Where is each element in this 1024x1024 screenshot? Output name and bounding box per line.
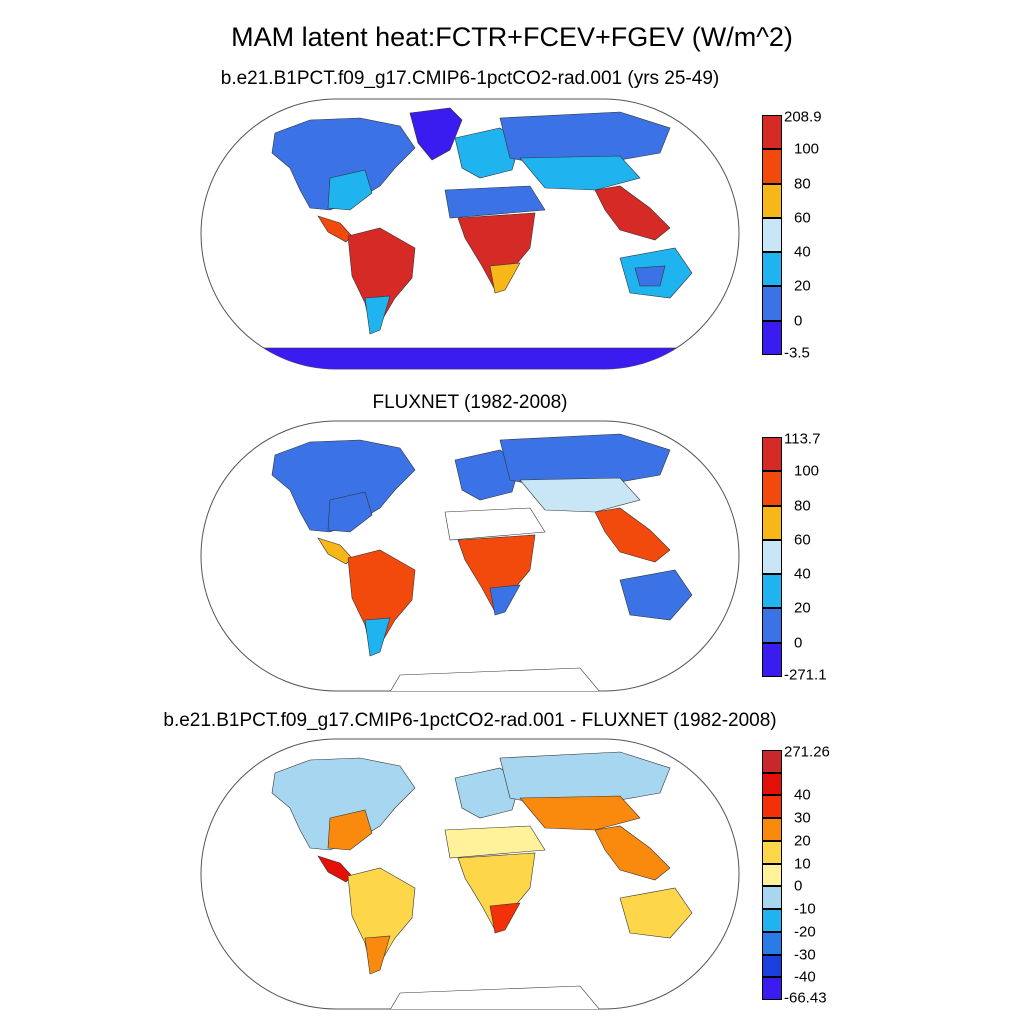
colorbar-swatch xyxy=(762,642,782,677)
colorbar-label: -20 xyxy=(794,923,816,941)
colorbar-label: 20 xyxy=(794,277,811,295)
sahara-region xyxy=(444,507,546,541)
south-america-south xyxy=(364,617,391,657)
colorbar-label: 113.7 xyxy=(784,430,821,448)
colorbar-swatch xyxy=(762,574,782,609)
figure-title: MAM latent heat:FCTR+FCEV+FGEV (W/m^2) xyxy=(231,22,793,52)
africa-south-region xyxy=(489,902,521,934)
colorbar-swatch xyxy=(762,505,782,540)
australia-region xyxy=(619,569,693,621)
colorbar-label: -3.5 xyxy=(784,344,810,362)
north-america-east xyxy=(327,491,373,533)
colorbar-swatch xyxy=(762,286,782,321)
asia-north-region xyxy=(499,433,671,491)
colorbar-label: -40 xyxy=(794,968,816,986)
sahara-region xyxy=(444,825,546,859)
colorbar-swatch xyxy=(762,115,782,150)
colorbar-label: 60 xyxy=(794,209,811,227)
colorbar-swatch xyxy=(762,437,782,472)
antarctica-outline xyxy=(389,985,601,1009)
colorbar-label: 40 xyxy=(794,243,811,261)
asia-mid-region xyxy=(519,155,641,191)
colorbar-swatch xyxy=(762,886,782,910)
colorbar-swatch xyxy=(762,608,782,643)
panel-2-map xyxy=(200,420,740,692)
panel-3-map xyxy=(200,738,740,1010)
colorbar-swatch xyxy=(762,818,782,841)
colorbar-swatch xyxy=(762,320,782,355)
panel-3-subtitle: b.e21.B1PCT.f09_g17.CMIP6-1pctCO2-rad.00… xyxy=(163,710,777,731)
colorbar-label: 40 xyxy=(794,786,811,804)
colorbar-swatch xyxy=(762,772,782,796)
colorbar-swatch xyxy=(762,471,782,506)
panel-1-subtitle: b.e21.B1PCT.f09_g17.CMIP6-1pctCO2-rad.00… xyxy=(220,68,720,89)
colorbar-swatch xyxy=(762,840,782,864)
colorbar-label: 0 xyxy=(794,877,803,895)
colorbar-swatch xyxy=(762,252,782,287)
colorbar-label: -10 xyxy=(794,900,816,918)
colorbar-swatch xyxy=(762,750,782,773)
colorbar-label: 80 xyxy=(794,175,811,193)
asia-mid-region xyxy=(519,795,641,831)
colorbar-swatch xyxy=(762,954,782,978)
south-america-region xyxy=(347,549,416,656)
colorbar-label: -271.1 xyxy=(784,666,827,684)
asia-north-region xyxy=(499,111,671,169)
colorbar-label: -30 xyxy=(794,946,816,964)
colorbar-label: 271.26 xyxy=(784,743,830,761)
europe-region xyxy=(454,767,521,819)
north-america-east xyxy=(327,169,373,211)
south-america-south xyxy=(364,295,391,335)
colorbar-swatch xyxy=(762,931,782,955)
colorbar-swatch xyxy=(762,217,782,253)
colorbar-swatch xyxy=(762,977,782,1000)
north-america-east xyxy=(327,809,373,851)
colorbar-label: 208.9 xyxy=(784,108,822,126)
asia-mid-region xyxy=(519,477,641,513)
colorbar-label: 0 xyxy=(794,634,803,652)
colorbar-swatch xyxy=(762,909,782,932)
europe-region xyxy=(454,449,521,501)
australia-interior xyxy=(634,265,666,287)
antarctica-outline xyxy=(389,667,601,691)
colorbar-label: 0 xyxy=(794,312,803,330)
sahara-region xyxy=(444,185,546,219)
southeast-asia-region xyxy=(594,825,671,881)
colorbar-label: 20 xyxy=(794,599,811,617)
panel-2-subtitle: FLUXNET (1982-2008) xyxy=(372,392,568,413)
colorbar-label: 60 xyxy=(794,531,811,549)
europe-region xyxy=(454,127,521,179)
australia-region xyxy=(619,887,693,939)
panel-2-colorbar: -271.1 0 20 40 60 80 100 113.7 xyxy=(762,431,827,684)
africa-south-region xyxy=(489,584,521,616)
panel-1-map xyxy=(200,98,740,370)
panel-1-colorbar: -3.5 0 20 40 60 80 100 208.9 xyxy=(762,109,822,362)
southeast-asia-region xyxy=(594,185,671,241)
south-america-south xyxy=(364,935,391,975)
colorbar-label: 40 xyxy=(794,565,811,583)
greenland-region xyxy=(409,107,463,161)
colorbar-label: 30 xyxy=(794,809,811,827)
africa-south-region xyxy=(489,262,521,294)
asia-north-region xyxy=(499,751,671,809)
colorbar-swatch xyxy=(762,149,782,184)
colorbar-label: -66.43 xyxy=(784,989,827,1007)
antarctica-region xyxy=(201,347,739,369)
southeast-asia-region xyxy=(594,507,671,563)
colorbar-label: 10 xyxy=(794,855,811,873)
colorbar-swatch xyxy=(762,539,782,575)
colorbar-label: 100 xyxy=(794,140,820,158)
panel-3-colorbar: -66.43 -40 -30 -20 -10 0 10 20 30 40 271.26 xyxy=(762,744,830,1007)
colorbar-label: 20 xyxy=(794,832,811,850)
south-america-region xyxy=(347,227,416,334)
colorbar-swatch xyxy=(762,183,782,218)
colorbar-label: 80 xyxy=(794,497,811,515)
colorbar-swatch xyxy=(762,795,782,819)
colorbar-swatch xyxy=(762,863,782,887)
colorbar-label: 100 xyxy=(794,462,820,480)
south-america-region xyxy=(347,867,416,974)
